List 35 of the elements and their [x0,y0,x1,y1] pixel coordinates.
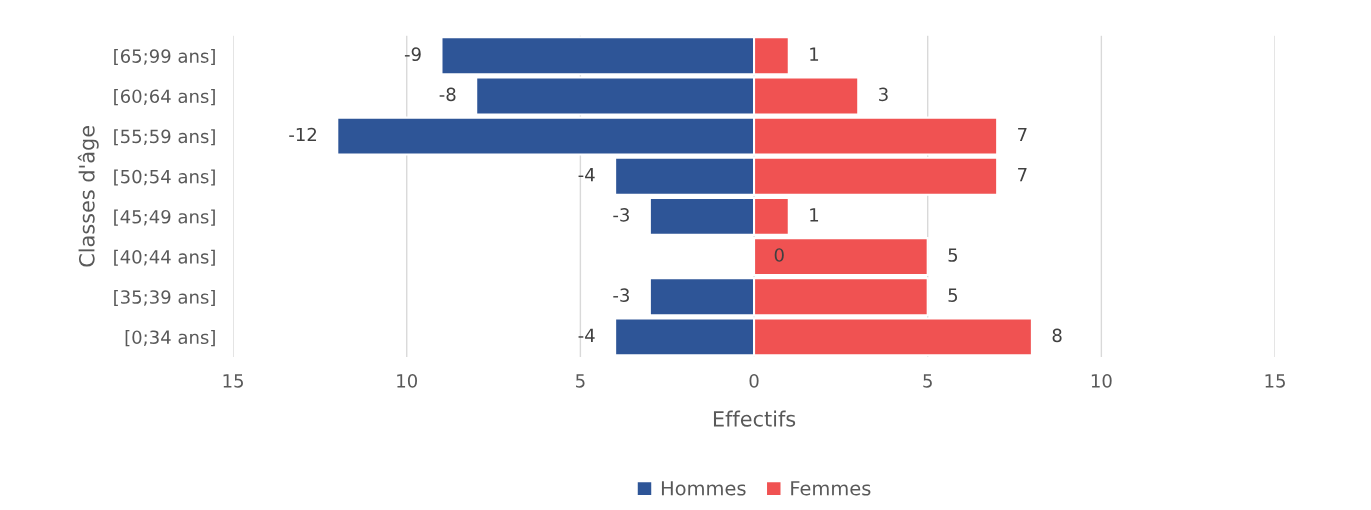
x-tick-label: 0 [749,373,759,388]
y-tick-label: [0;34 ans] [125,330,215,347]
annotation: 0 [774,248,784,262]
data-label: 5 [948,288,958,302]
data-label: 7 [1018,127,1027,142]
y-tick-label: [60;64 ans] [114,89,215,106]
data-label: 7 [1018,168,1027,182]
data-label: -4 [578,168,595,182]
data-label: -9 [404,47,421,62]
data-label: -12 [289,127,317,142]
x-tick-label: 5 [923,374,932,388]
y-tick-label: [55;59 ans] [114,129,215,146]
data-label: 3 [879,87,888,102]
data-label: 1 [810,208,819,222]
x-tick-label: 5 [576,374,585,388]
y-tick-label: [40;44 ans] [114,249,215,266]
x-tick-label: 15 [1265,374,1285,388]
data-label: -4 [578,328,595,342]
x-tick-label: 15 [223,374,243,388]
y-tick-label: [45;49 ans] [114,209,215,226]
y-tick-label: [50;54 ans] [114,169,215,186]
data-label: 5 [948,248,958,262]
data-label: -3 [613,208,629,222]
data-label: 8 [1052,328,1062,343]
data-label: -8 [439,87,456,102]
data-label: -3 [613,288,629,302]
y-axis-title: Classes d'âge [77,126,99,267]
x-axis-title: Effectifs [713,410,796,427]
y-tick-label: [65;99 ans] [114,48,215,66]
x-tick-label: 10 [1091,373,1112,388]
x-tick-label: 10 [397,373,418,388]
legend-label: Femmes [791,481,871,496]
data-label: 1 [810,47,819,61]
y-tick-label: [35;39 ans] [114,289,215,306]
legend-label: Hommes [661,481,746,496]
